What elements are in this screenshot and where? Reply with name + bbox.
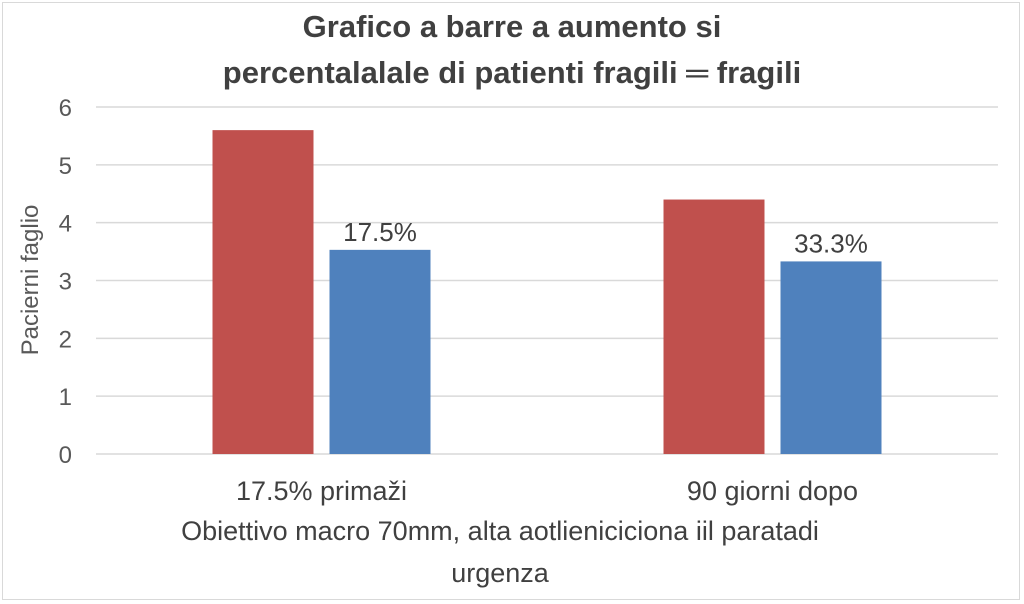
data-label-0-1: 17.5% [343, 217, 417, 247]
y-axis-ticks: 0 1 2 3 4 5 6 [59, 95, 72, 469]
y-tick-label-3: 3 [59, 269, 72, 296]
y-tick-label-0: 0 [59, 442, 72, 469]
bar-0-1 [329, 249, 431, 454]
category-label-0: 17.5% primaži [236, 476, 407, 506]
category-labels: 17.5% primaži 90 giorni dopo [236, 476, 858, 506]
bar-1-1 [780, 261, 882, 454]
data-label-1-1: 33.3% [794, 228, 868, 258]
x-axis-label: Obiettivo macro 70mm, alta aotlienicicio… [0, 510, 1000, 594]
category-label-1: 90 giorni dopo [687, 476, 858, 506]
y-tick-label-4: 4 [59, 211, 72, 238]
y-tick-label-5: 5 [59, 153, 72, 180]
x-axis-label-line-2: urgenza [451, 558, 549, 588]
y-tick-label-6: 6 [59, 95, 72, 122]
bar-1-0 [663, 199, 765, 454]
bars [212, 130, 882, 454]
chart-title-line-2: percentalalale di patienti fragili ═ fra… [222, 55, 802, 90]
y-tick-label-2: 2 [59, 326, 72, 353]
data-labels: 17.5% 33.3% [343, 217, 868, 259]
chart-title: Grafico a barre a aumento si percentalal… [0, 4, 1024, 96]
y-tick-label-1: 1 [59, 384, 72, 411]
y-axis-label: Pacierni faglio [17, 205, 44, 356]
bar-0-0 [212, 130, 314, 454]
chart-title-line-1: Grafico a barre a aumento si [302, 9, 722, 44]
x-axis-label-line-1: Obiettivo macro 70mm, alta aotlienicicio… [181, 516, 819, 546]
